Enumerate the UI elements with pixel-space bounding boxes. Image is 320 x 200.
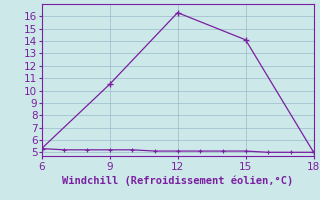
X-axis label: Windchill (Refroidissement éolien,°C): Windchill (Refroidissement éolien,°C)	[62, 176, 293, 186]
